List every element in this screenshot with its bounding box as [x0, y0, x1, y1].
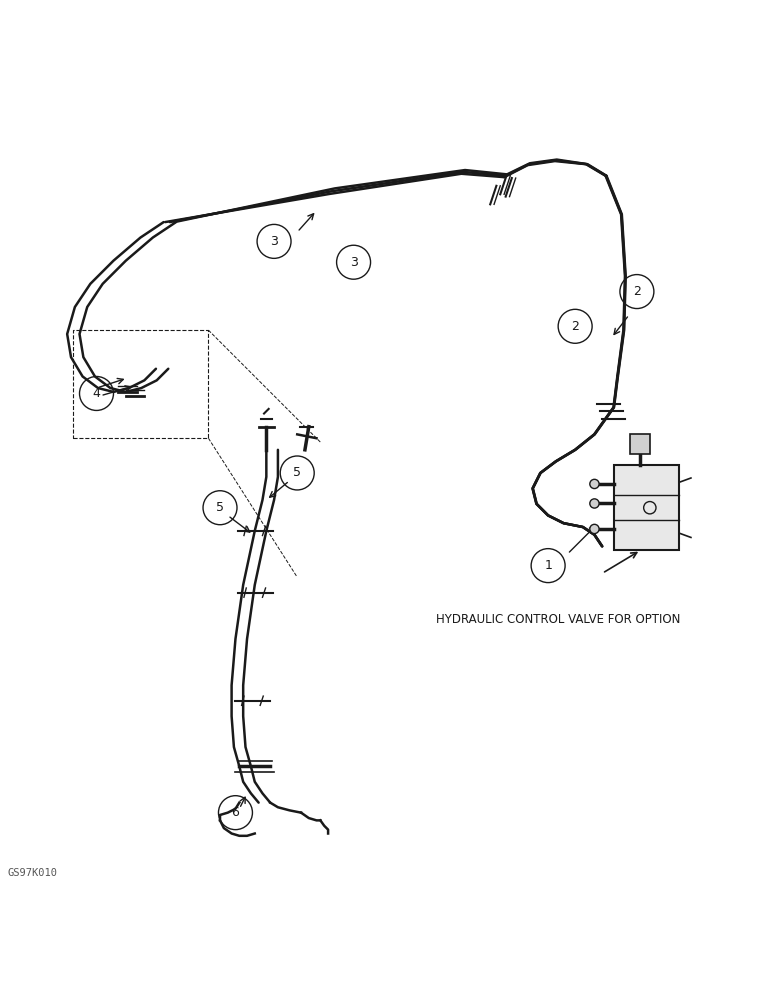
- Circle shape: [590, 524, 599, 534]
- FancyBboxPatch shape: [630, 434, 650, 454]
- Text: 3: 3: [270, 235, 278, 248]
- Text: GS97K010: GS97K010: [8, 868, 58, 878]
- Text: 2: 2: [571, 320, 579, 333]
- Text: 3: 3: [350, 256, 357, 269]
- Circle shape: [590, 479, 599, 489]
- Text: 1: 1: [544, 559, 552, 572]
- Text: 4: 4: [93, 387, 100, 400]
- Text: 5: 5: [293, 466, 301, 479]
- FancyBboxPatch shape: [614, 465, 679, 550]
- Circle shape: [590, 499, 599, 508]
- Text: HYDRAULIC CONTROL VALVE FOR OPTION: HYDRAULIC CONTROL VALVE FOR OPTION: [436, 613, 681, 626]
- Text: 6: 6: [232, 806, 239, 819]
- Text: 5: 5: [216, 501, 224, 514]
- Text: 2: 2: [633, 285, 641, 298]
